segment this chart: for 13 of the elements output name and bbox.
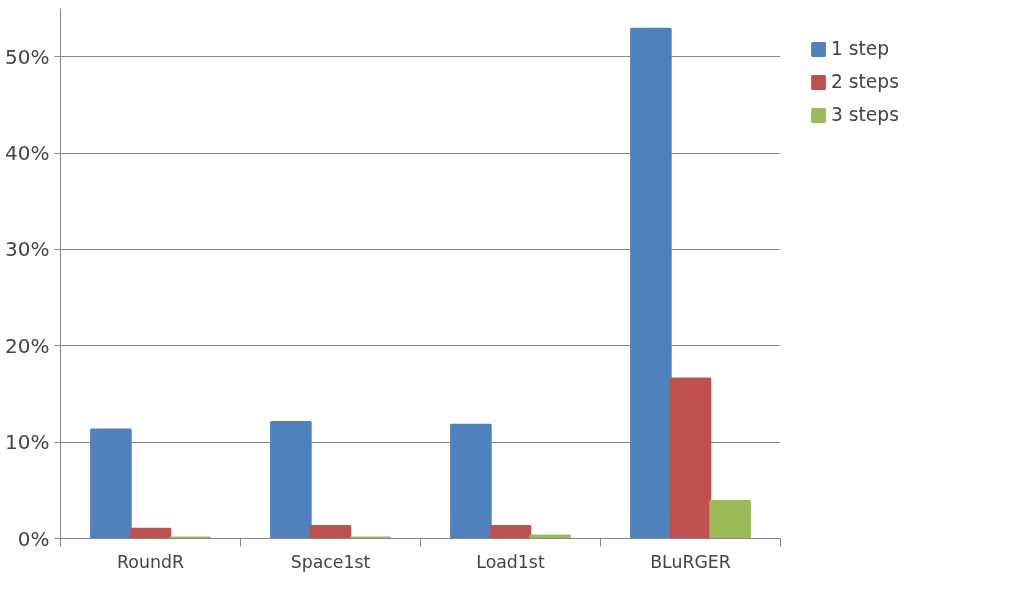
- x-tick-label: Space1st: [290, 551, 371, 572]
- y-tick-label: 40%: [5, 141, 50, 166]
- x-tick-label: RoundR: [117, 551, 184, 572]
- y-tick-label: 30%: [5, 237, 50, 262]
- y-tick-label: 10%: [5, 430, 50, 455]
- legend-label: 3 steps: [831, 104, 899, 125]
- x-tick-label: Load1st: [476, 551, 545, 572]
- legend-label: 2 steps: [831, 71, 899, 92]
- y-tick-label: 20%: [5, 333, 50, 358]
- y-tick-label: 50%: [5, 44, 50, 69]
- x-tick-label: BLuRGER: [650, 551, 731, 572]
- y-tick-label: 0%: [17, 526, 50, 551]
- legend-label: 1 step: [831, 38, 890, 59]
